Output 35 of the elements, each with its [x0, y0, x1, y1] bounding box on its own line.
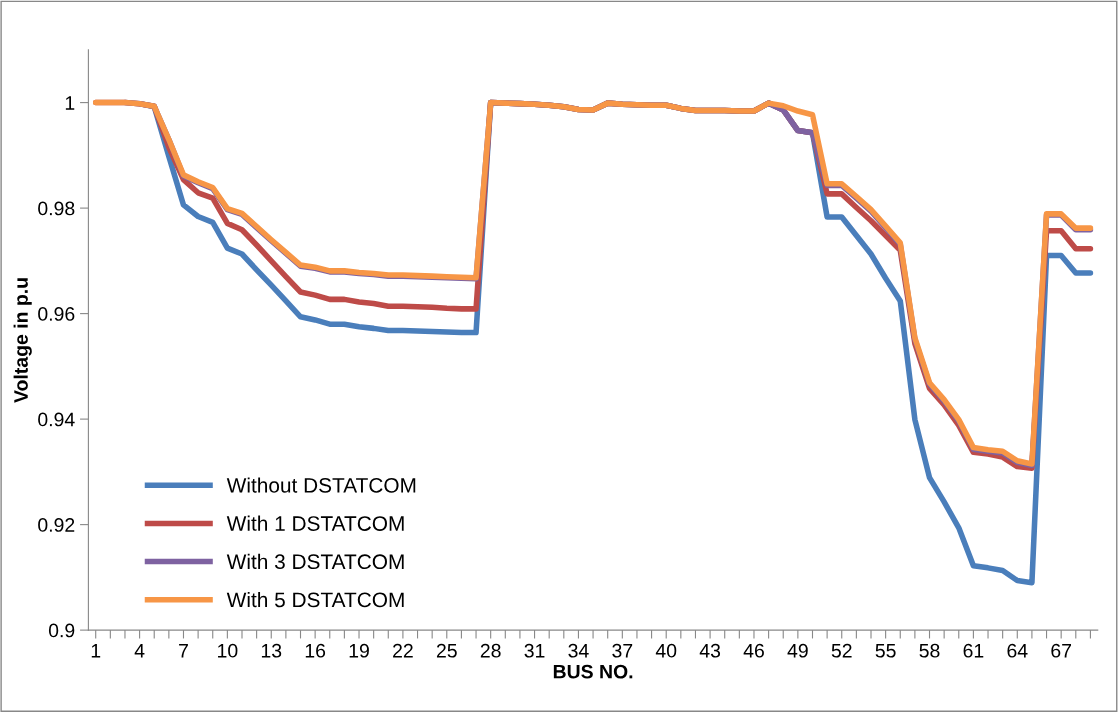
x-tick-label: 40: [655, 643, 677, 658]
x-tick-label: 34: [568, 643, 589, 658]
x-tick-label: 19: [349, 643, 369, 658]
y-tick-label: 0.96: [38, 307, 75, 321]
y-axis-title: Voltage in p.u: [13, 278, 32, 403]
x-tick-label: 1: [91, 644, 101, 658]
x-tick-label: 49: [787, 643, 808, 658]
legend-label: With 5 DSTATCOM: [226, 591, 404, 608]
legend-label: With 3 DSTATCOM: [226, 553, 404, 570]
y-tick-label: 0.98: [38, 201, 75, 216]
x-tick-label: 58: [919, 643, 940, 658]
x-axis-title: BUS NO.: [553, 664, 633, 679]
x-tick-label: 10: [218, 643, 238, 658]
x-tick-label: 13: [261, 643, 282, 658]
x-tick-label: 55: [875, 644, 896, 658]
x-tick-label: 61: [963, 643, 984, 658]
y-tick-label: 0.92: [38, 518, 75, 532]
x-tick-label: 31: [524, 643, 545, 658]
legend-label: Without DSTATCOM: [226, 477, 416, 493]
x-tick-label: 22: [393, 643, 413, 658]
x-tick-label: 52: [831, 643, 852, 658]
x-tick-label: 4: [134, 644, 145, 658]
x-tick-label: 16: [305, 643, 326, 658]
x-tick-label: 43: [699, 643, 721, 658]
x-tick-label: 28: [480, 643, 501, 658]
legend-label: With 1 DSTATCOM: [226, 515, 404, 531]
x-tick-label: 46: [743, 643, 764, 658]
x-tick-label: 25: [436, 643, 457, 658]
y-tick-label: 0.9: [48, 623, 75, 638]
y-tick-label: 0.94: [38, 412, 75, 427]
x-tick-label: 37: [612, 643, 633, 658]
x-tick-label: 64: [1007, 643, 1028, 658]
x-tick-label: 67: [1051, 643, 1072, 658]
x-tick-label: 7: [179, 644, 188, 658]
y-tick-label: 1: [65, 96, 75, 110]
